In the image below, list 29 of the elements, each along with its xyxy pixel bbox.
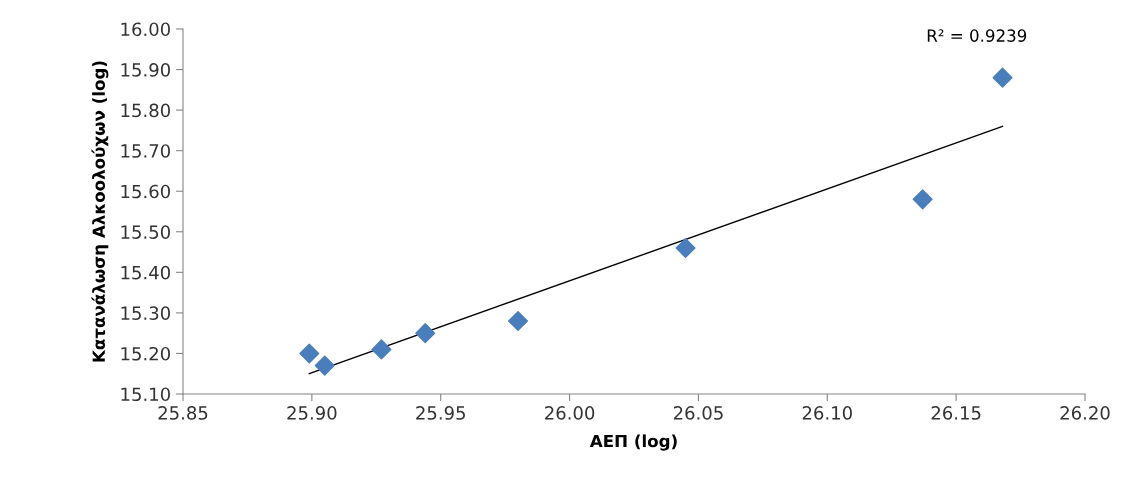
point (299, 343, 320, 364)
point (992, 67, 1013, 88)
x-tick-label: 26.15 (931, 406, 981, 420)
x-tick-label: 26.10 (802, 406, 852, 420)
point (371, 339, 392, 360)
point (314, 355, 335, 376)
y-tick-label: 16.00 (121, 22, 170, 37)
y-tick-label: 15.10 (121, 387, 170, 402)
annotation: R² = 0.9239 (927, 29, 1027, 42)
point (508, 310, 529, 332)
x-tick-label: 26.05 (673, 406, 723, 420)
y-tick-label: 15.50 (121, 225, 170, 239)
y-tick-label: 15.90 (121, 63, 170, 77)
x-tick-label: 26.00 (545, 406, 595, 420)
y-tick-label: 15.60 (121, 184, 170, 199)
y-axis-title: Κατανάλωση Αλκοολούχων (log) (91, 61, 109, 362)
x-tick-label: 25.90 (287, 406, 337, 420)
y-tick-label: 15.70 (121, 144, 170, 158)
y-tick-label: 15.40 (121, 265, 170, 280)
x-tick-label: 25.95 (416, 406, 465, 420)
x-tick-label: 25.85 (158, 406, 208, 420)
point (912, 189, 933, 210)
y-tick-label: 15.80 (121, 103, 170, 118)
x-tick-label: 26.20 (1060, 406, 1110, 420)
x-axis-title: ΑΕΠ (log) (589, 434, 677, 451)
point (415, 323, 436, 344)
point (675, 237, 696, 259)
y-tick-label: 15.30 (121, 306, 170, 321)
y-tick-label: 15.20 (121, 346, 170, 361)
